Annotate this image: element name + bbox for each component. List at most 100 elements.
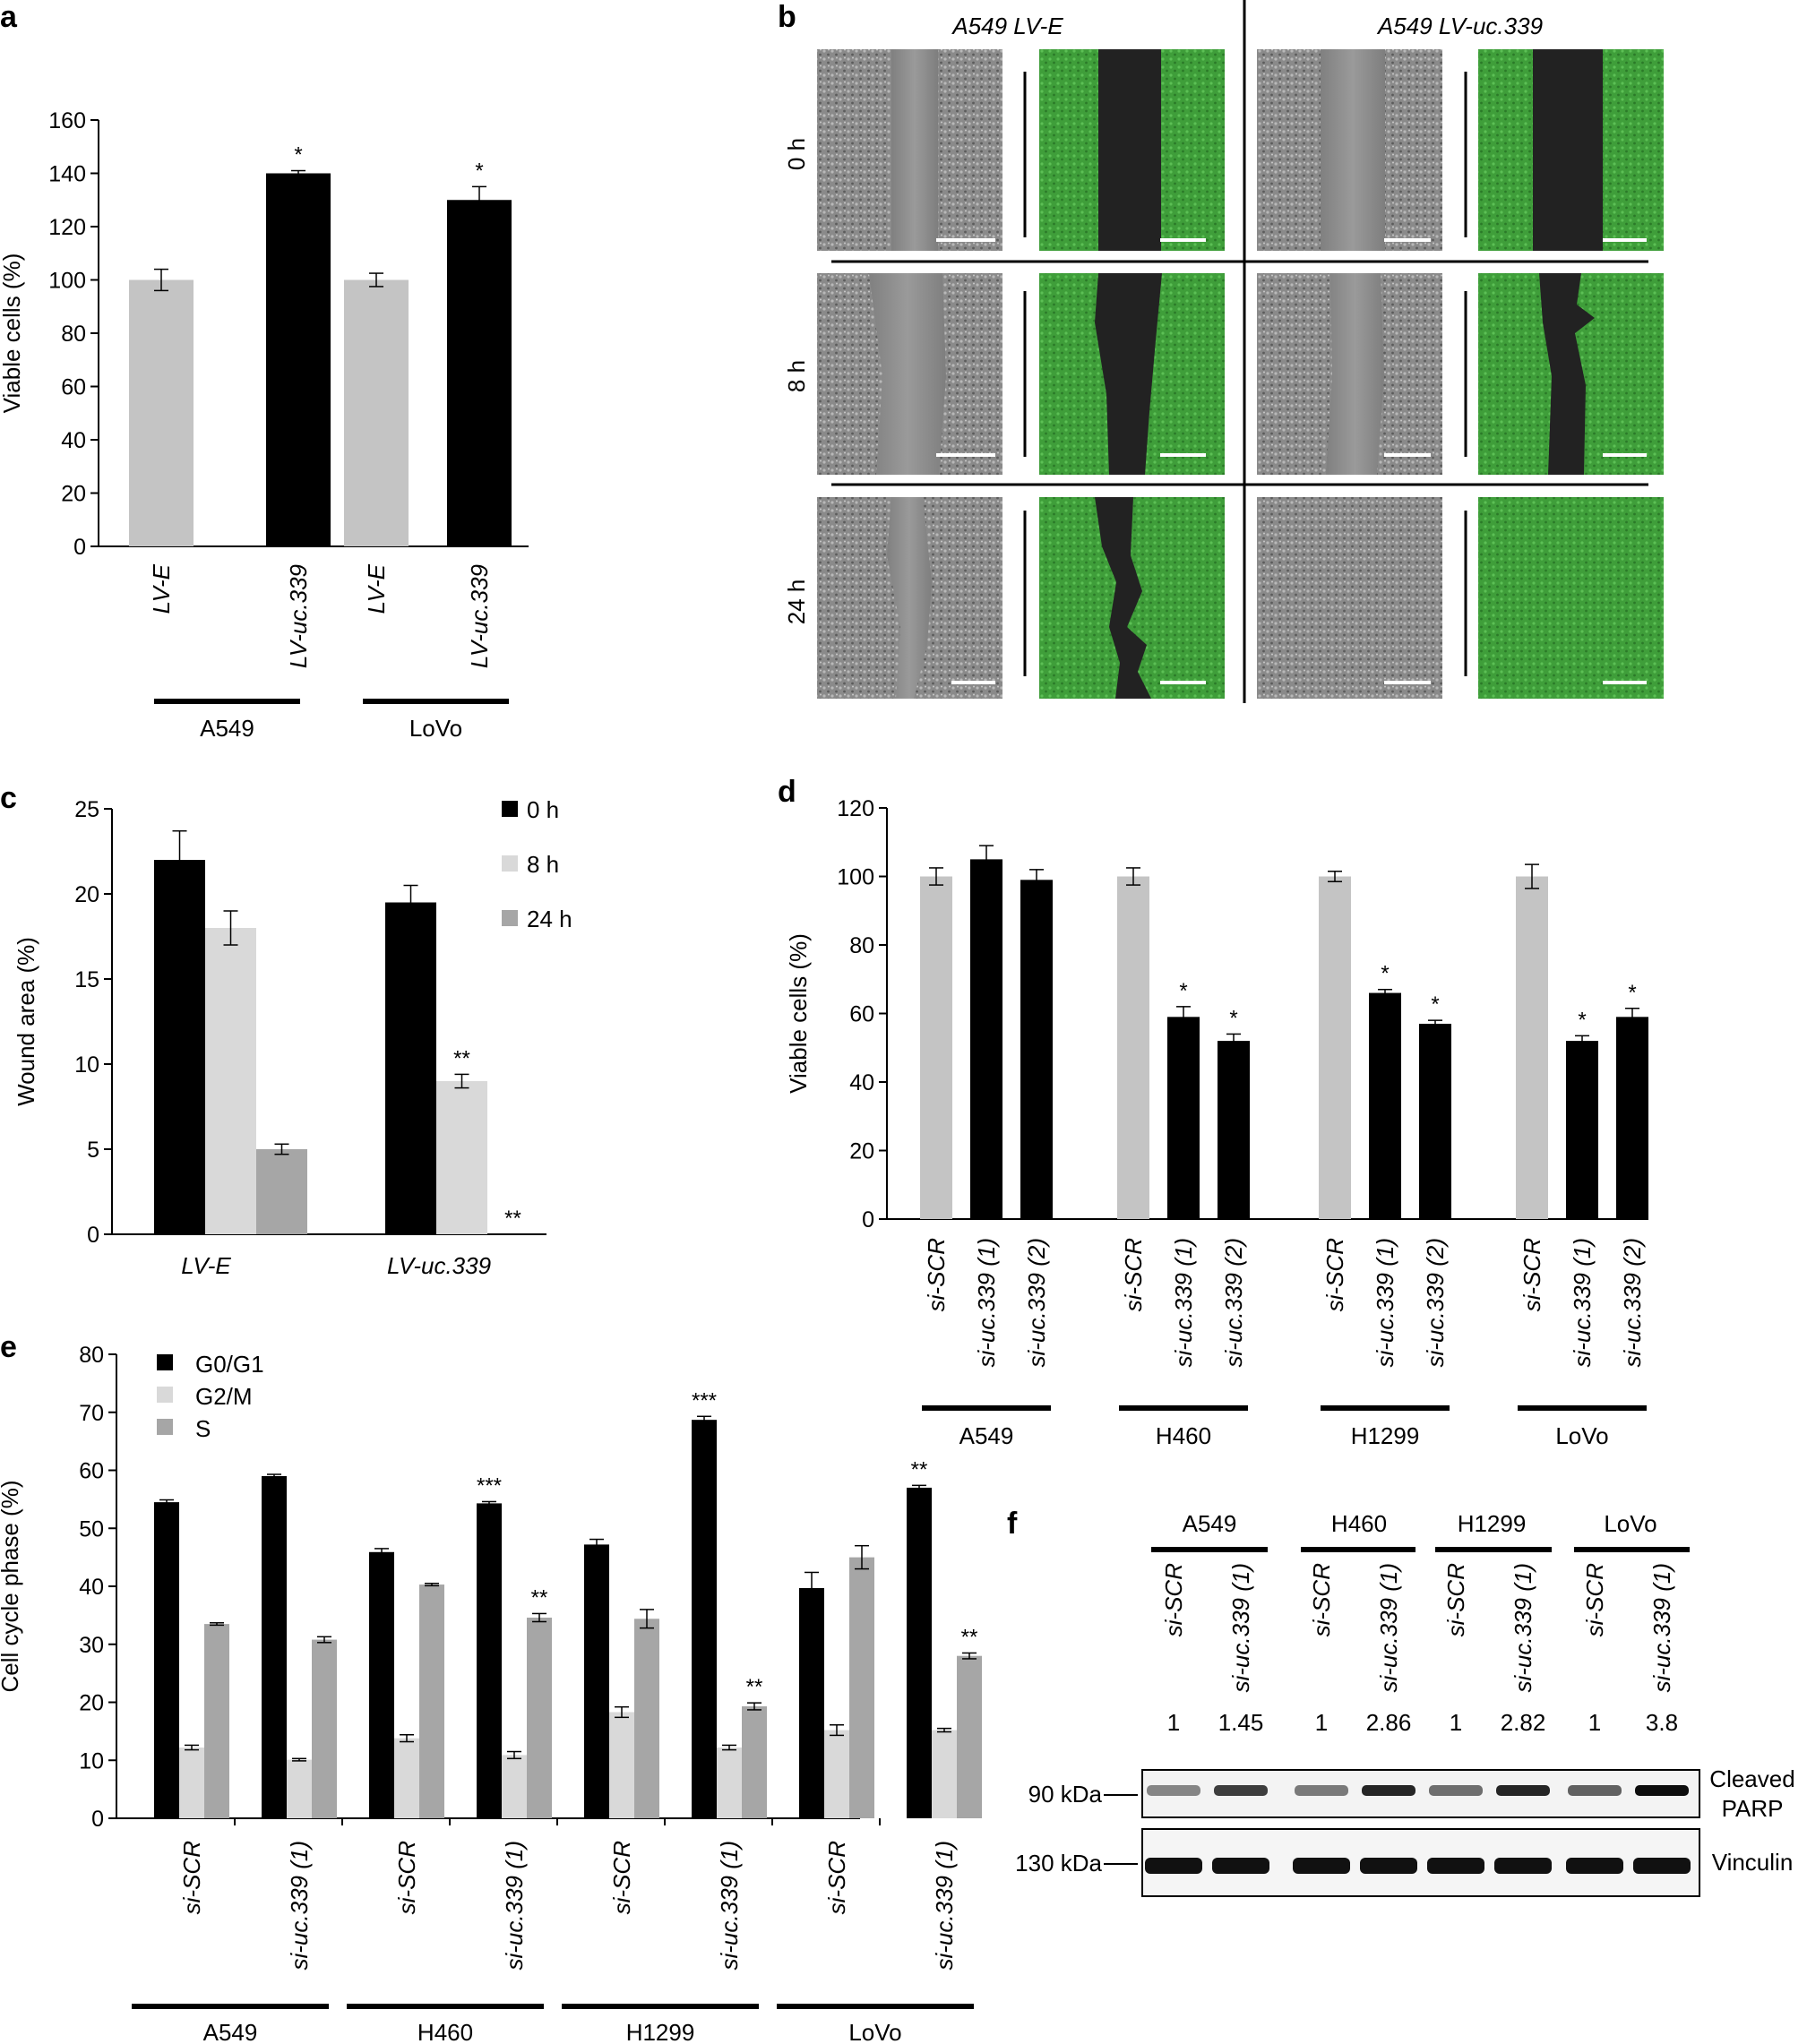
panel-b-wound-images: A549 LV-E A549 LV-uc.339 0 h 8 h 24 h (783, 0, 1664, 703)
bar (154, 1502, 179, 1818)
group-label: LoVo (1555, 1422, 1608, 1449)
legend-swatch (157, 1419, 173, 1435)
panel-label-e: e (0, 1330, 17, 1364)
y-tick-label: 80 (849, 933, 874, 958)
y-tick-label: 15 (74, 967, 99, 992)
bar (742, 1706, 767, 1818)
y-axis-label: Cell cycle phase (%) (0, 1481, 23, 1693)
significance-marker: ** (453, 1046, 470, 1070)
micrograph-lvuc339-24h-green (1478, 497, 1664, 699)
significance-marker: ** (504, 1207, 521, 1231)
y-tick-label: 0 (73, 535, 86, 560)
panel-b-header-lve: A549 LV-E (951, 13, 1063, 39)
significance-marker: * (475, 159, 483, 183)
blot-band-cleaved-parp (1568, 1785, 1622, 1796)
bar (584, 1544, 609, 1818)
x-category-label: si-uc.339 (2) (1220, 1238, 1247, 1368)
x-category-label: si-uc.339 (1) (501, 1841, 528, 1971)
blot-band-cleaved-parp (1147, 1785, 1200, 1796)
chart-d-viable-cells-sirna: 0 20 40 60 80 100 120 Viable cells (%) si-SCR si-… (785, 796, 1648, 1449)
x-category-label: LV-uc.339 (466, 564, 493, 668)
bar (502, 1755, 527, 1818)
bar (369, 1551, 394, 1818)
bar (1566, 1041, 1598, 1219)
blot-band-vinculin (1293, 1858, 1350, 1874)
significance-marker: *** (692, 1388, 717, 1413)
y-tick-label: 5 (87, 1138, 99, 1163)
bar (385, 902, 436, 1234)
y-tick-label: 0 (87, 1223, 99, 1248)
blot-lane-label: si-SCR (1581, 1563, 1608, 1636)
micrograph-lve-8h (817, 273, 1002, 475)
blot-quantification: 2.86 (1366, 1709, 1412, 1736)
legend-label: G0/G1 (195, 1351, 264, 1378)
x-category-label: si-uc.339 (1) (931, 1841, 958, 1971)
legend-label: 0 h (527, 796, 559, 823)
blot-band-vinculin (1494, 1858, 1552, 1874)
bar (527, 1617, 552, 1818)
bar (436, 1081, 487, 1234)
blot-lane-label: si-SCR (1308, 1563, 1335, 1636)
micrograph-lve-24h-green (1039, 497, 1225, 699)
panel-label-b: b (778, 0, 796, 34)
group-label: H1299 (1351, 1422, 1420, 1449)
y-tick-label: 10 (79, 1748, 104, 1773)
y-axis-label: Wound area (%) (13, 937, 39, 1106)
bar (204, 1624, 229, 1818)
bar (205, 928, 256, 1234)
y-tick-label: 100 (48, 269, 86, 294)
y-tick-label: 0 (91, 1807, 104, 1832)
bar (1218, 1041, 1250, 1219)
bar (920, 876, 952, 1219)
blot-name-vinculin: Vinculin (1712, 1849, 1794, 1876)
blot-quantification: 1 (1167, 1709, 1180, 1736)
blot-band-vinculin (1360, 1858, 1417, 1874)
x-category-label: si-uc.339 (2) (1619, 1238, 1646, 1368)
legend-swatch (502, 801, 518, 817)
blot-band-cleaved-parp (1496, 1785, 1550, 1796)
chart-e-cell-cycle: 0 10 20 30 40 50 60 70 80 Cell cycle phase (%) si-… (0, 1343, 982, 2044)
significance-marker: * (1229, 1006, 1237, 1030)
y-tick-label: 50 (79, 1516, 104, 1542)
bar (266, 173, 331, 546)
blot-size-130kda: 130 kDa (1015, 1850, 1102, 1877)
y-tick-label: 60 (849, 1002, 874, 1027)
chart-a-viable-cells: 0 20 40 60 80 100 120 140 160 Viable cells (%) LV-… (0, 108, 529, 742)
x-category-label: si-SCR (823, 1841, 850, 1914)
x-category-label: LV-uc.339 (387, 1252, 491, 1279)
bar (907, 1487, 932, 1818)
group-label: LoVo (848, 2019, 901, 2044)
blot-quantification: 1 (1450, 1709, 1462, 1736)
micrograph-lvuc339-8h (1257, 273, 1442, 475)
bar (634, 1619, 659, 1818)
x-category-label: LV-E (363, 563, 390, 614)
bar (256, 1149, 307, 1234)
panel-label-c: c (0, 781, 17, 815)
blot-quantification: 1 (1315, 1709, 1328, 1736)
significance-marker: ** (746, 1675, 763, 1699)
x-category-label: si-SCR (1120, 1238, 1147, 1311)
x-category-label: si-uc.339 (1) (286, 1841, 313, 1971)
blot-band-cleaved-parp (1214, 1785, 1268, 1796)
y-tick-label: 120 (48, 215, 86, 240)
x-category-label: si-SCR (1519, 1238, 1545, 1311)
panel-label-a: a (0, 0, 18, 34)
group-label: A549 (959, 1422, 1014, 1449)
y-tick-label: 80 (79, 1343, 104, 1368)
y-tick-label: 60 (61, 375, 86, 400)
bar (262, 1475, 287, 1818)
bar (1167, 1017, 1200, 1219)
significance-marker: *** (477, 1473, 502, 1498)
bar (1117, 876, 1149, 1219)
legend-swatch (502, 855, 518, 872)
bar (717, 1748, 742, 1818)
micrograph-lve-0h (817, 49, 1002, 251)
bar (932, 1730, 957, 1818)
bar (1616, 1017, 1648, 1219)
blot-band-vinculin (1212, 1858, 1269, 1874)
y-tick-label: 10 (74, 1052, 99, 1078)
y-tick-label: 60 (79, 1459, 104, 1484)
blot-name-cleaved: Cleaved (1709, 1765, 1794, 1792)
x-category-label: si-SCR (608, 1841, 635, 1914)
